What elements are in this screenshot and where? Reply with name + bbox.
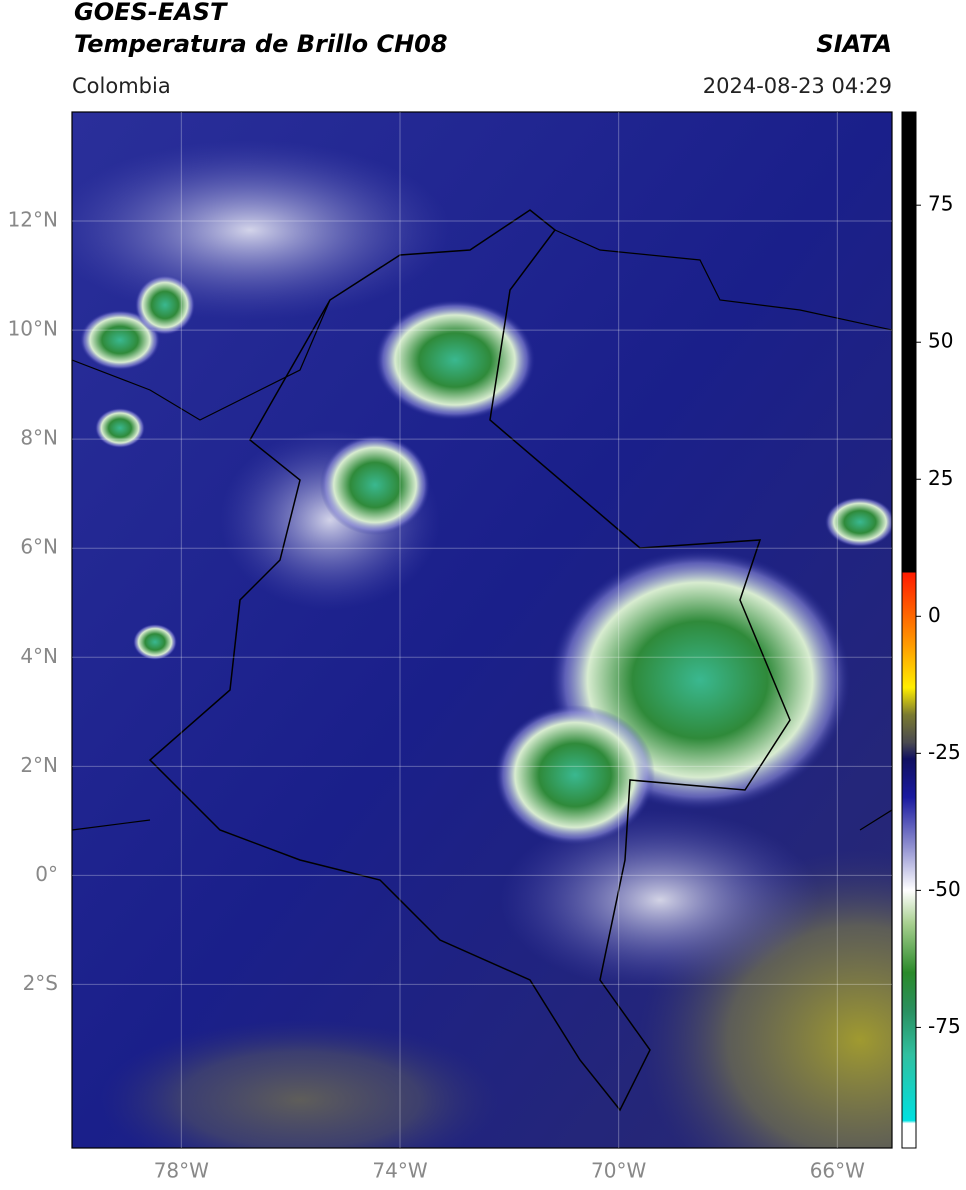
colorbar-tick-label: 0 [928, 603, 941, 627]
title: GOES-EAST [74, 0, 228, 26]
warm-area [100, 1020, 500, 1148]
y-tick-label: 0° [35, 862, 58, 886]
satellite-image [72, 112, 892, 1148]
colorbar-tick-label: -75 [928, 1014, 961, 1038]
storm [135, 275, 195, 335]
region: Colombia [72, 74, 171, 98]
cloud [500, 810, 820, 990]
x-tick-label: 78°W [154, 1159, 209, 1183]
datetime: 2024-08-23 04:29 [703, 74, 892, 98]
storm [495, 705, 655, 845]
storm [320, 435, 430, 535]
colorbar-tick-label: 25 [928, 466, 953, 490]
y-tick-label: 2°S [23, 971, 58, 995]
y-tick-label: 2°N [20, 753, 58, 777]
storm [825, 497, 892, 547]
storm [375, 300, 535, 420]
storm [95, 408, 145, 448]
source: SIATA [816, 30, 892, 58]
colorbar-tick-label: 75 [928, 192, 953, 216]
border [148, 209, 791, 1112]
map-frame [71, 111, 893, 1149]
cloud [72, 140, 450, 320]
y-tick-label: 12°N [8, 208, 58, 232]
x-tick-label: 70°W [591, 1159, 646, 1183]
colorbar [901, 111, 917, 1149]
y-tick-label: 4°N [20, 644, 58, 668]
x-tick-label: 74°W [372, 1159, 427, 1183]
storm [133, 624, 177, 660]
subtitle: Temperatura de Brillo CH08 [74, 30, 448, 58]
y-tick-label: 6°N [20, 535, 58, 559]
x-tick-label: 66°W [810, 1159, 865, 1183]
y-tick-label: 10°N [8, 317, 58, 341]
colorbar-tick-label: -25 [928, 740, 961, 764]
y-tick-label: 8°N [20, 426, 58, 450]
colorbar-tick-label: -50 [928, 877, 961, 901]
coastline [72, 229, 892, 831]
colorbar-tick-label: 50 [928, 329, 953, 353]
storm [80, 310, 160, 370]
